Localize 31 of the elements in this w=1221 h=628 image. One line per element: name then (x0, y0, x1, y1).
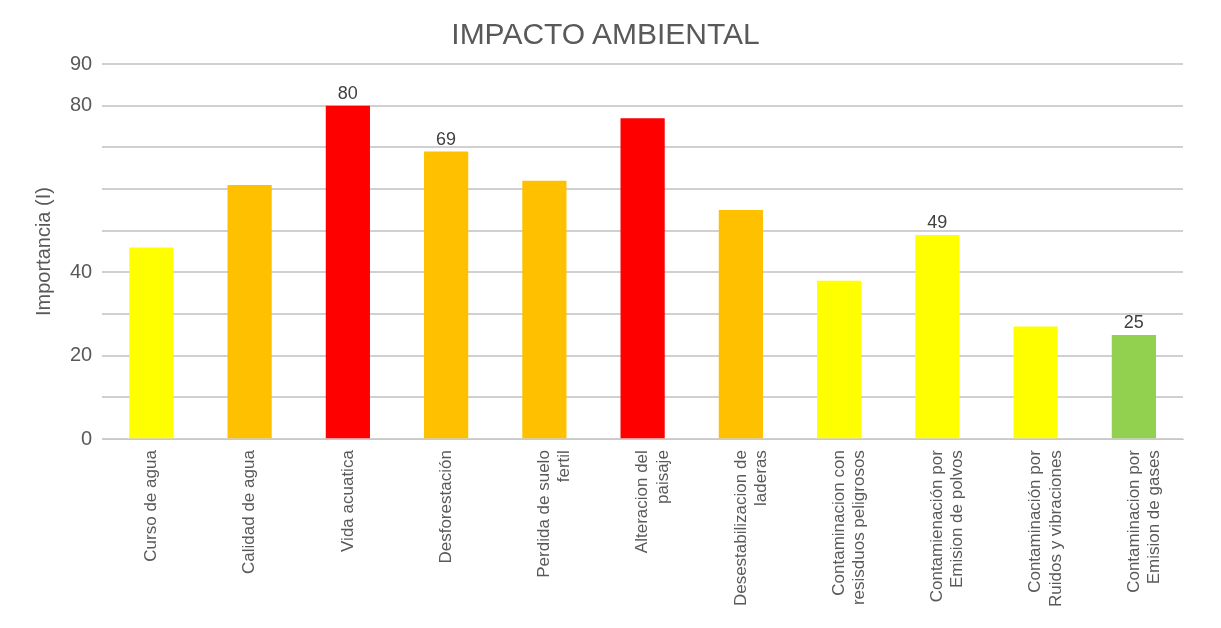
data-label: 80 (337, 82, 358, 103)
bar (915, 234, 960, 439)
data-label: 25 (1123, 311, 1144, 332)
x-tick-label: Alteracion del paisaje (632, 450, 672, 554)
x-tick-label: Desforestación (435, 450, 455, 564)
bar (227, 184, 272, 439)
bar (522, 180, 567, 439)
bar (817, 280, 862, 439)
chart-title: IMPACTO AMBIENTAL (451, 17, 760, 51)
x-tick-label: Perdida de suelo fertil (534, 450, 574, 578)
y-tick-label: 80 (70, 93, 93, 116)
bar (424, 151, 469, 439)
y-axis-title: Importancia (I) (31, 187, 54, 317)
y-tick-label: 20 (70, 343, 93, 366)
x-tick-label: Desestabilizacion de laderas (730, 450, 770, 607)
data-label: 69 (436, 128, 457, 149)
y-tick-label: 90 (70, 51, 93, 74)
x-tick-label: Curso de agua (141, 449, 161, 562)
bar (325, 105, 370, 439)
bar (718, 209, 763, 439)
y-tick-label: 40 (70, 259, 93, 282)
bar (620, 118, 665, 439)
x-tick-label: Calidad de agua (239, 449, 259, 574)
x-tick-label: Contaminacion por Emision de gases (1123, 449, 1163, 593)
bar (129, 247, 174, 439)
data-label: 49 (927, 211, 948, 232)
x-tick-label: Vida acuatica (337, 449, 357, 552)
bar (1013, 326, 1058, 439)
y-tick-label: 0 (81, 426, 93, 449)
x-tick-label: Contaminación por Ruidos y vibraciones (1025, 449, 1065, 608)
bar (1111, 334, 1156, 439)
